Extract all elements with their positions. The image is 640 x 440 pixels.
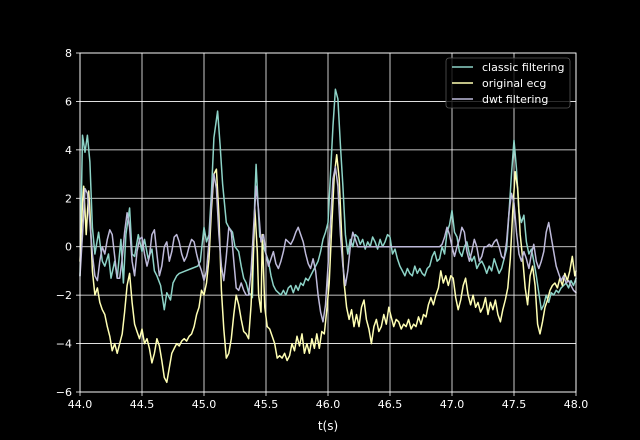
x-tick-label: 48.0 — [564, 398, 589, 411]
plot-series — [79, 88, 577, 384]
legend-box — [445, 57, 571, 109]
x-tick-label: 44.0 — [68, 398, 93, 411]
y-tick-label: 6 — [65, 95, 72, 108]
x-tick-label: 46.5 — [378, 398, 403, 411]
x-tick-label: 47.5 — [502, 398, 527, 411]
y-tick-label: −4 — [56, 338, 72, 351]
y-tick-label: 2 — [65, 192, 72, 205]
x-tick-label: 45.5 — [254, 398, 279, 411]
series-line-original-ecg — [79, 153, 577, 384]
legend-label-dwt-filtering: dwt filtering — [482, 93, 548, 106]
legend: classic filtering original ecg dwt filte… — [445, 57, 571, 109]
series-line-dwt-filtering — [79, 166, 577, 323]
legend-label-classic-filtering: classic filtering — [482, 61, 565, 74]
x-tick-label: 45.0 — [192, 398, 217, 411]
y-tick-label: 4 — [65, 144, 72, 157]
axis-ticks: 44.0 44.5 45.0 45.5 46.0 46.5 47.0 47.5 48.0 −6 −4… — [56, 47, 588, 411]
x-axis-label: t(s) — [318, 419, 338, 433]
series-line-classic-filtering — [79, 88, 577, 311]
y-tick-label: 8 — [65, 47, 72, 60]
y-tick-label: −2 — [56, 289, 72, 302]
x-tick-label: 44.5 — [130, 398, 155, 411]
y-tick-label: 0 — [65, 241, 72, 254]
y-tick-label: −6 — [56, 386, 72, 399]
x-tick-label: 47.0 — [440, 398, 465, 411]
x-tick-label: 46.0 — [316, 398, 341, 411]
legend-label-original-ecg: original ecg — [482, 77, 546, 90]
